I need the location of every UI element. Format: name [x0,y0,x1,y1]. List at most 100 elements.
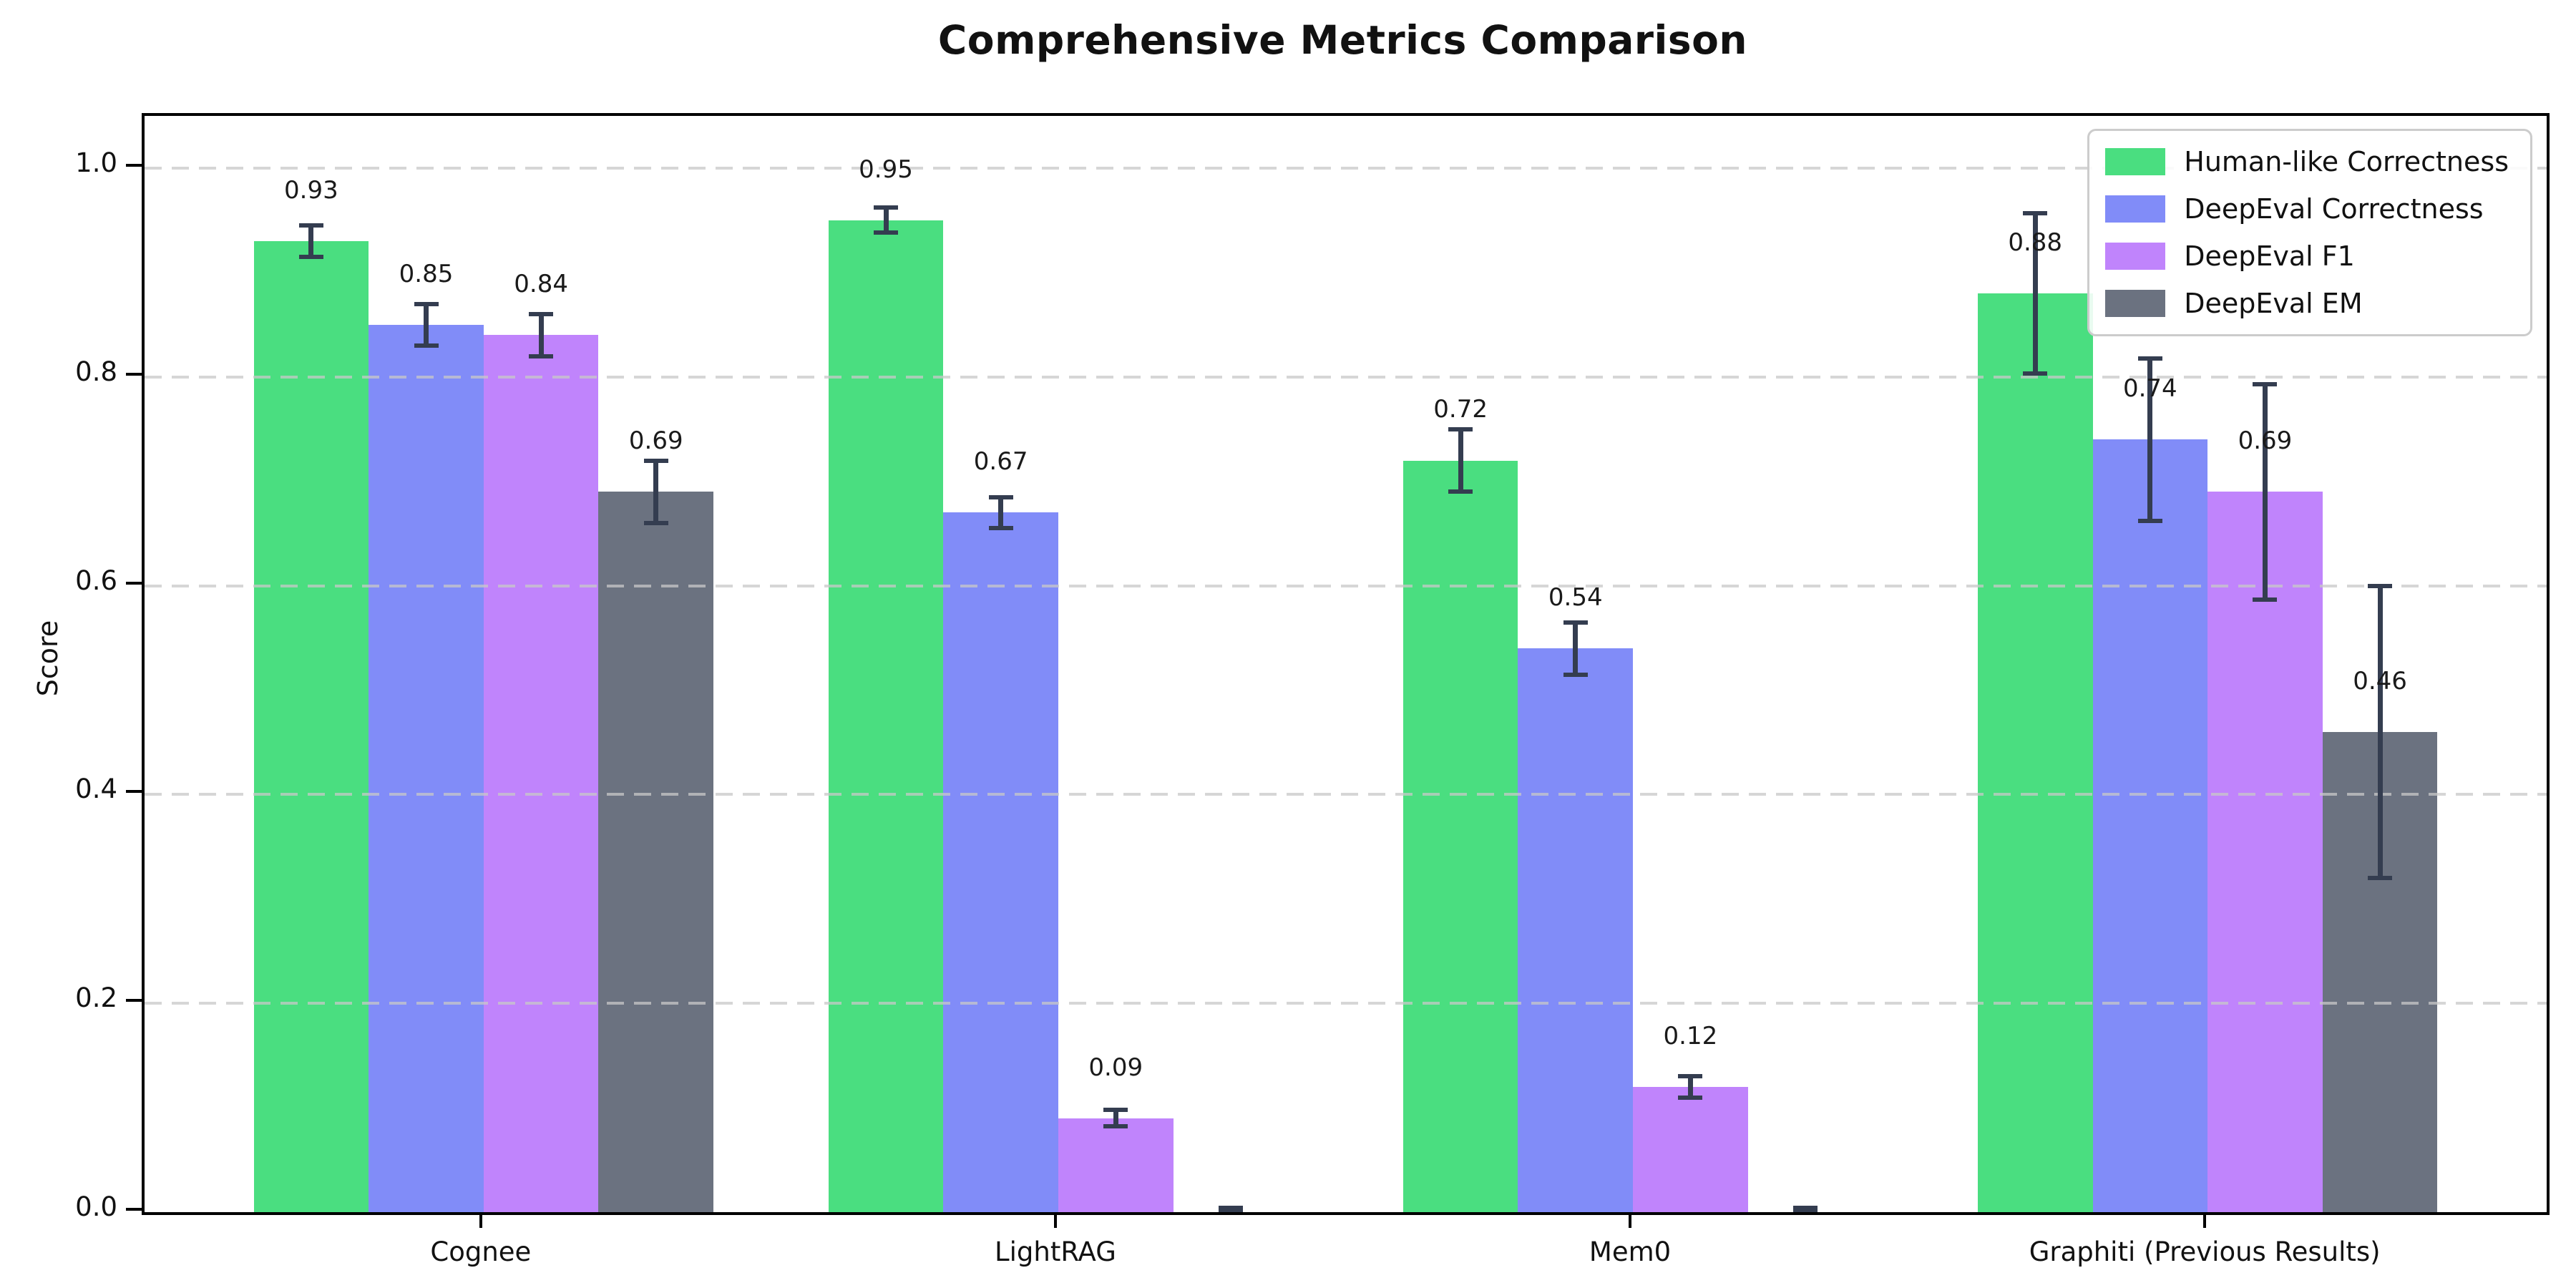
bar [2207,492,2323,1212]
y-tick-mark [126,581,142,585]
legend: Human-like Correctness DeepEval Correctne… [2087,129,2532,336]
x-tick-label: Graphiti (Previous Results) [2029,1236,2381,1267]
error-bar-cap-top [643,458,668,463]
error-bar-line [2147,358,2153,522]
legend-item: DeepEval EM [2105,283,2509,324]
error-bar-line [1113,1110,1118,1127]
error-bar-line [2032,213,2038,374]
gridline [145,584,2547,587]
error-bar-cap-top [1678,1074,1703,1079]
error-bar-line [1573,622,1579,675]
legend-label: DeepEval EM [2184,288,2363,319]
error-bar [643,116,668,1212]
legend-label: DeepEval F1 [2184,240,2355,272]
x-tick-label: Cognee [430,1236,532,1267]
y-tick-label: 0.8 [75,356,117,387]
y-tick-mark [126,790,142,794]
bar [828,220,944,1212]
gridline [145,793,2547,796]
y-tick-label: 0.4 [75,774,117,805]
bar [2092,439,2208,1212]
legend-label: Human-like Correctness [2184,146,2509,177]
chart-title: Comprehensive Metrics Comparison [937,17,1748,63]
error-bar-cap-top [874,205,898,210]
y-tick-mark [126,1208,142,1211]
error-bar-line [538,314,544,356]
error-bar-line [308,225,314,257]
error-bar-line [2262,384,2268,600]
error-bar-cap-bottom [2368,876,2393,881]
value-label: 0.74 [2122,374,2177,404]
error-bar-cap-bottom [1678,1095,1703,1100]
error-bar-cap-bottom [1103,1124,1128,1129]
bar [1977,293,2093,1212]
error-bar [529,116,554,1212]
bar [1633,1086,1748,1212]
error-bar-cap-top [2253,381,2278,386]
error-bar-cap-bottom [1563,672,1588,677]
error-bar [414,116,439,1212]
legend-item: DeepEval F1 [2105,235,2509,277]
legend-label: DeepEval Correctness [2184,193,2484,225]
value-label: 0.69 [628,426,683,456]
value-label: 0.85 [399,259,454,288]
error-bar-cap-top [529,312,554,317]
value-label: 0.46 [2353,666,2407,696]
value-label: 0.95 [859,155,913,184]
error-bar-cap-bottom [643,521,668,526]
x-tick-mark [479,1212,482,1228]
error-bar-cap-bottom [2253,597,2278,602]
x-tick-mark [1053,1212,1057,1228]
gridline [145,375,2547,379]
value-label: 0.72 [1433,395,1488,424]
bar [369,324,484,1212]
legend-swatch [2105,243,2166,270]
error-bar-line [424,303,429,346]
value-label: 0.67 [973,447,1028,477]
y-tick-mark [126,999,142,1002]
y-axis-label: Score [32,620,64,697]
legend-swatch [2105,195,2166,223]
x-tick-mark [2203,1212,2207,1228]
y-tick-mark [126,372,142,376]
bar [483,335,599,1212]
y-tick-label: 0.2 [75,982,117,1014]
error-bar-cap-top [1448,426,1473,431]
error-bar [1103,116,1128,1212]
error-bar [2023,116,2048,1212]
value-label: 0.09 [1088,1053,1143,1082]
error-bar-cap-top [2023,210,2048,215]
value-label: 0.93 [284,176,338,205]
error-bar-cap-top [1103,1108,1128,1113]
y-tick-label: 0.0 [75,1191,117,1222]
error-bar [1563,116,1588,1212]
error-bar-line [1458,429,1463,492]
legend-item: DeepEval Correctness [2105,188,2509,230]
error-bar-cap-bottom [1218,1208,1243,1212]
error-bar-line [998,497,1004,529]
error-bar-cap-top [298,223,323,228]
bar [253,241,369,1212]
error-bar-cap-bottom [2137,519,2162,524]
bar [1518,648,1634,1212]
x-tick-mark [1629,1212,1632,1228]
x-tick-label: LightRAG [994,1236,1116,1267]
error-bar [1218,116,1243,1212]
error-bar-cap-bottom [1448,489,1473,494]
value-label: 0.84 [514,270,568,299]
error-bar [2137,116,2162,1212]
value-label: 0.12 [1663,1021,1718,1050]
error-bar [1792,116,1818,1212]
error-bar-cap-top [414,301,439,306]
legend-swatch [2105,148,2166,175]
error-bar [1448,116,1473,1212]
error-bar-cap-top [1563,620,1588,625]
error-bar [1678,116,1703,1212]
value-label: 0.54 [1548,583,1603,613]
error-bar [298,116,323,1212]
legend-item: Human-like Correctness [2105,141,2509,182]
error-bar-line [2377,585,2383,879]
error-bar-line [883,208,889,233]
y-tick-label: 0.6 [75,565,117,596]
plot-area: 0.93 0.95 0.72 0.88 0.85 0.67 0.54 0.74 0.84 0.09… [142,113,2550,1215]
